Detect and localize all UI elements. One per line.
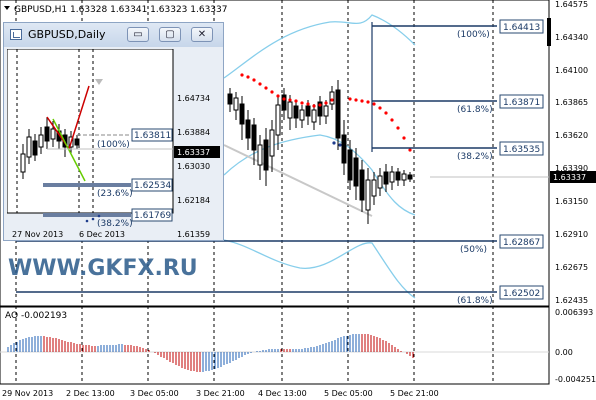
fib-value-box-3: 1.63535 [499, 141, 544, 156]
svg-text:1.63811: 1.63811 [134, 131, 171, 141]
svg-text:5 Dec 21:00: 5 Dec 21:00 [390, 389, 439, 398]
svg-text:1.61359: 1.61359 [177, 230, 210, 239]
svg-text:0.00: 0.00 [555, 348, 573, 357]
fib-value-box-4: 1.62867 [499, 234, 544, 249]
fib-value-box-1: 1.64413 [499, 19, 544, 34]
daily-sar-dots [85, 214, 101, 223]
close-button[interactable]: ✕ [191, 27, 213, 42]
daily-fib-box-2: 1.62534 [131, 178, 173, 192]
daily-window-title: GBPUSD,Daily [28, 28, 106, 41]
daily-fib-box-3: 1.61769 [131, 208, 173, 222]
svg-text:29 Nov 2013: 29 Nov 2013 [2, 389, 53, 398]
svg-text:3 Dec 21:00: 3 Dec 21:00 [196, 389, 245, 398]
price-axis: 1.64575 1.64340 1.64100 1.63865 1.63620 … [555, 0, 588, 305]
daily-price-axis: 1.64734 1.63884 1.63030 1.62184 1.61359 [177, 94, 210, 239]
symbol-info: GBPUSD,H1 1.63328 1.63341 1.63323 1.6333… [14, 5, 227, 15]
ao-panel-frame [0, 306, 550, 385]
svg-text:1.62502: 1.62502 [503, 289, 540, 299]
fib-pct-382: (38.2%) [457, 152, 493, 162]
svg-text:1.62867: 1.62867 [503, 238, 540, 248]
fib-pct-50: (50%) [460, 245, 487, 255]
svg-text:-0.004251: -0.004251 [555, 375, 596, 384]
svg-text:1.63865: 1.63865 [555, 98, 588, 107]
candles-daily [20, 117, 80, 179]
svg-text:1.64575: 1.64575 [555, 0, 588, 9]
fib-marker [547, 18, 551, 46]
svg-text:1.63030: 1.63030 [177, 162, 210, 171]
svg-text:0.006393: 0.006393 [555, 308, 593, 317]
time-axis: 29 Nov 2013 2 Dec 13:00 3 Dec 05:00 3 De… [2, 389, 439, 398]
svg-text:5 Dec 05:00: 5 Dec 05:00 [324, 389, 373, 398]
ao-histogram [7, 334, 414, 372]
daily-fib-pct-382: (38.2%) [97, 219, 133, 229]
svg-text:1.62910: 1.62910 [555, 230, 588, 239]
svg-text:1.62675: 1.62675 [555, 263, 588, 272]
daily-arrow-marker [95, 79, 103, 85]
daily-fib-box-1: 1.63811 [131, 128, 173, 142]
svg-text:3 Dec 05:00: 3 Dec 05:00 [130, 389, 179, 398]
daily-time-label-1: 27 Nov 2013 [12, 230, 63, 239]
daily-time-label-2: 6 Dec 2013 [79, 230, 125, 239]
fib-lines [16, 25, 497, 293]
svg-text:1.63884: 1.63884 [177, 128, 210, 137]
svg-text:1.63535: 1.63535 [503, 145, 540, 155]
svg-text:2 Dec 13:00: 2 Dec 13:00 [66, 389, 115, 398]
fib-value-box-2: 1.63871 [499, 94, 544, 109]
minimize-button[interactable]: ▭ [127, 27, 149, 42]
daily-chart-window[interactable]: GBPUSD,Daily ▭ ▢ ✕ [3, 22, 224, 241]
ao-label: AO -0.002193 [5, 311, 67, 321]
candles-h1 [227, 80, 413, 224]
svg-text:1.64100: 1.64100 [555, 66, 588, 75]
sar-blue-dots [332, 141, 342, 147]
symbol-dropdown-icon[interactable] [4, 6, 10, 10]
svg-text:1.63337: 1.63337 [177, 148, 210, 157]
fib-value-box-5: 1.62502 [499, 285, 544, 300]
trend-line [223, 144, 373, 217]
fib-pct-618-low: (61.8%) [457, 296, 493, 306]
svg-text:1.63390: 1.63390 [555, 164, 588, 173]
svg-text:1.62184: 1.62184 [177, 196, 210, 205]
fib-pct-100: (100%) [457, 30, 490, 40]
watermark: WWW.GKFX.RU [8, 256, 198, 281]
svg-text:1.64413: 1.64413 [503, 23, 540, 33]
fib-pct-618: (61.8%) [457, 105, 493, 115]
svg-text:1.64340: 1.64340 [555, 33, 588, 42]
restore-button[interactable]: ▢ [159, 27, 181, 42]
svg-text:1.63337: 1.63337 [553, 173, 586, 182]
svg-text:1.63150: 1.63150 [555, 197, 588, 206]
svg-text:1.64734: 1.64734 [177, 94, 210, 103]
daily-trend-red-2 [68, 85, 90, 150]
daily-fib-pct-236: (23.6%) [97, 189, 133, 199]
svg-text:1.62435: 1.62435 [555, 296, 588, 305]
svg-text:1.63871: 1.63871 [503, 98, 540, 108]
parabolic-sar [240, 73, 412, 152]
svg-text:1.61769: 1.61769 [134, 211, 171, 221]
ao-axis: 0.006393 0.00 -0.004251 [555, 308, 596, 384]
daily-fib-pct-100: (100%) [97, 140, 130, 150]
svg-text:1.63620: 1.63620 [555, 131, 588, 140]
daily-current-price-badge: 1.63337 [174, 146, 220, 158]
svg-text:4 Dec 13:00: 4 Dec 13:00 [258, 389, 307, 398]
daily-window-titlebar[interactable]: GBPUSD,Daily ▭ ▢ ✕ [4, 23, 223, 47]
daily-trend-green [52, 118, 86, 182]
current-price-badge: 1.63337 [550, 171, 596, 183]
svg-text:1.62534: 1.62534 [134, 181, 171, 191]
chart-window-icon [10, 29, 22, 40]
daily-chart-canvas[interactable]: (100%) (23.6%) (38.2%) 1.63811 1.62534 1… [7, 49, 222, 239]
